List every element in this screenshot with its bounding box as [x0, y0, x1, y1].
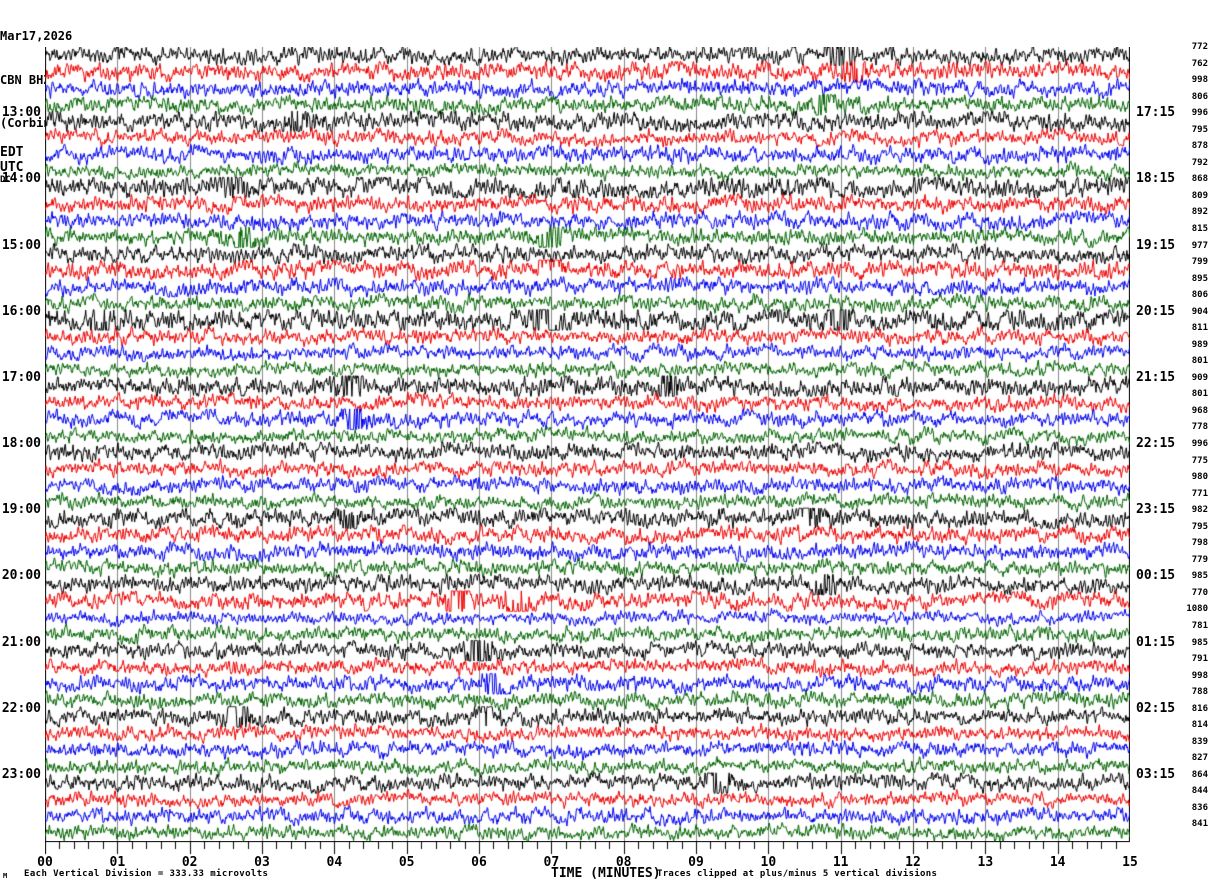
dc-value: 801 [1191, 389, 1208, 400]
right-time-label: 17:15 [1136, 105, 1176, 121]
dc-value: 815 [1191, 223, 1208, 234]
dc-value: 806 [1191, 290, 1208, 301]
dc-value: 878 [1191, 141, 1208, 152]
right-time-label: 00:15 [1136, 568, 1176, 584]
x-tick-label: 06 [471, 855, 487, 870]
dc-value: 980 [1191, 472, 1208, 483]
dc-value: 839 [1191, 736, 1208, 747]
dc-value: 809 [1191, 190, 1208, 201]
right-time-label: 21:15 [1136, 369, 1176, 385]
right-time-label: 01:15 [1136, 634, 1176, 650]
right-time-label: 20:15 [1136, 303, 1176, 319]
dc-value: 977 [1191, 240, 1208, 251]
dc-value: 892 [1191, 207, 1208, 218]
left-time-label: 23:00 [1, 766, 41, 782]
dc-value: 982 [1191, 505, 1208, 516]
x-axis-ticks [45, 841, 1130, 855]
x-tick-label: 05 [398, 855, 415, 870]
x-tick-label: 07 [543, 855, 560, 870]
x-tick-label: 02 [181, 855, 198, 870]
left-time-label: 22:00 [1, 700, 41, 716]
dc-value: 985 [1191, 637, 1208, 648]
dc-value: 844 [1191, 786, 1208, 797]
dc-value: 799 [1191, 257, 1208, 268]
right-time-label: 18:15 [1136, 171, 1176, 187]
dc-value: 811 [1191, 323, 1208, 334]
x-tick-label: 11 [832, 855, 849, 870]
right-time-label: 23:15 [1136, 502, 1176, 518]
x-tick-label: 09 [688, 855, 704, 870]
dc-value: 841 [1191, 819, 1208, 830]
footer-tiny-note: M [3, 872, 8, 880]
dc-value: 909 [1191, 372, 1208, 383]
dc-value: 968 [1191, 405, 1208, 416]
dc-value: 792 [1191, 157, 1208, 168]
right-timezone-label: UTC [0, 160, 24, 175]
left-time-label: 16:00 [1, 303, 41, 319]
right-time-label: 03:15 [1136, 766, 1176, 782]
x-tick-label: 14 [1049, 855, 1066, 870]
dc-value: 775 [1191, 455, 1208, 466]
left-time-label: 19:00 [1, 502, 41, 518]
dc-value: 772 [1191, 42, 1208, 52]
dc-value: 798 [1191, 538, 1208, 549]
left-time-label: 13:00 [1, 105, 41, 121]
x-axis-title: TIME (MINUTES) [551, 866, 661, 881]
dc-value: 989 [1191, 339, 1208, 350]
dc-value: 779 [1191, 554, 1208, 565]
x-tick-label: 10 [760, 855, 777, 870]
left-time-label: 20:00 [1, 568, 41, 584]
dc-value: 762 [1191, 58, 1208, 69]
dc-value: 795 [1191, 124, 1208, 135]
dc-value: 771 [1191, 488, 1208, 499]
dc-value: 1080 [1186, 604, 1208, 615]
left-time-label: 15:00 [1, 237, 41, 253]
x-tick-label: 01 [109, 855, 126, 870]
x-tick-label: 08 [615, 855, 632, 870]
right-time-label: 19:15 [1136, 237, 1176, 253]
left-time-label: 18:00 [1, 436, 41, 451]
x-tick-label: 13 [977, 855, 994, 870]
dc-value: 996 [1191, 439, 1208, 449]
footer-scale-note: Each Vertical Division = 333.33 microvol… [24, 869, 269, 879]
seismogram-canvas[interactable] [45, 47, 1130, 841]
x-tick-label: 15 [1122, 855, 1138, 870]
dc-value: 998 [1191, 75, 1208, 86]
dc-value: 998 [1191, 670, 1208, 681]
dc-value: 868 [1191, 174, 1208, 185]
x-tick-label: 04 [326, 855, 343, 870]
dc-value: 795 [1191, 521, 1208, 532]
dc-value: 814 [1191, 720, 1208, 731]
x-tick-label: 12 [905, 855, 921, 870]
dc-column-header: DC [0, 175, 11, 185]
left-time-label: 14:00 [1, 171, 41, 187]
right-time-label: 02:15 [1136, 700, 1176, 716]
left-time-label: 21:00 [1, 634, 41, 650]
header-date: Mar17,2026 [0, 29, 73, 43]
dc-value: 778 [1191, 422, 1208, 433]
dc-value: 788 [1191, 687, 1208, 698]
footer-clip-note: Traces clipped at plus/minus 5 vertical … [657, 869, 938, 879]
right-time-label: 22:15 [1136, 436, 1176, 451]
dc-value: 816 [1191, 703, 1208, 714]
dc-value: 770 [1191, 587, 1208, 598]
left-timezone-label: EDT [0, 145, 24, 160]
dc-value: 864 [1191, 769, 1208, 780]
dc-value: 836 [1191, 802, 1208, 813]
seismogram-plot[interactable] [45, 47, 1130, 841]
dc-value: 801 [1191, 356, 1208, 367]
dc-value: 806 [1191, 91, 1208, 102]
left-time-label: 17:00 [1, 369, 41, 385]
dc-value: 904 [1191, 306, 1208, 317]
dc-value: 791 [1191, 654, 1208, 665]
dc-value: 996 [1191, 108, 1208, 119]
dc-value: 827 [1191, 753, 1208, 764]
dc-value: 895 [1191, 273, 1208, 284]
dc-value: 781 [1191, 620, 1208, 631]
x-tick-label: 00 [37, 855, 53, 870]
x-tick-label: 03 [254, 855, 270, 870]
dc-value: 985 [1191, 571, 1208, 582]
